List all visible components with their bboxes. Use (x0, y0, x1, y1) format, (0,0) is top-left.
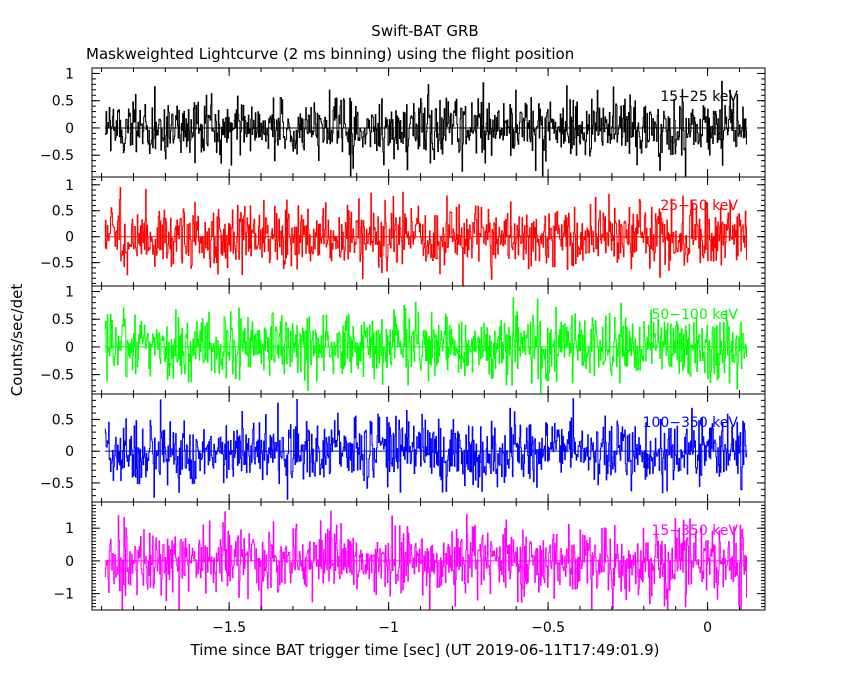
y-tick-label: 0.5 (52, 312, 74, 328)
panel-3: −0.5 0 0.5 1 50−100 keV (40, 285, 766, 395)
x-tick-label: 0 (703, 620, 712, 636)
band-label: 100−350 keV (643, 415, 739, 431)
y-tick-label: 1 (65, 178, 74, 194)
y-tick-label: 0 (65, 340, 74, 356)
series-15-25-kev (104, 80, 748, 177)
series-100-350-kev (104, 398, 748, 500)
band-label: 15−25 keV (660, 89, 738, 105)
y-tick-label: 1 (65, 521, 74, 537)
y-tick-label: 0.5 (52, 94, 74, 110)
chart-subtitle: Maskweighted Lightcurve (2 ms binning) u… (86, 45, 574, 63)
x-tick-label: −1.5 (212, 620, 246, 636)
y-tick-label: −0.5 (40, 368, 74, 384)
x-axis-label: Time since BAT trigger time [sec] (UT 20… (190, 641, 660, 659)
y-tick-label: 1 (65, 285, 74, 301)
y-tick-label: 0.5 (52, 204, 74, 220)
y-tick-label: 1 (65, 66, 74, 82)
x-tick-label: −1 (378, 620, 399, 636)
y-tick-label: 0 (65, 554, 74, 570)
y-tick-label: 0.5 (52, 412, 74, 428)
series-15-350-kev (104, 510, 748, 610)
panel-5: −1 0 1 15−350 keV (53, 501, 766, 611)
y-tick-label: 0 (65, 121, 74, 137)
band-label: 15−350 keV (651, 523, 738, 539)
y-tick-label: −0.5 (40, 476, 74, 492)
y-tick-label: −0.5 (40, 256, 74, 272)
x-tick-label: −0.5 (531, 620, 565, 636)
y-tick-label: 0 (65, 230, 74, 246)
y-axis-label: Counts/sec/det (8, 284, 26, 397)
y-tick-label: 0 (65, 444, 74, 460)
y-tick-label: −0.5 (40, 148, 74, 164)
panel-frame (91, 501, 766, 611)
band-label: 25−50 keV (660, 198, 738, 214)
panel-4: −0.5 0 0.5 100−350 keV (40, 393, 766, 503)
panel-1: −0.5 0 0.5 1 15−25 keV (40, 66, 766, 178)
y-tick-label: −1 (53, 587, 74, 603)
panel-2: −0.5 0 0.5 1 25−50 keV (40, 176, 766, 287)
series-50-100-kev (104, 297, 748, 394)
series-25-50-kev (104, 187, 748, 286)
band-label: 50−100 keV (651, 307, 738, 323)
chart-title: Swift-BAT GRB (371, 22, 478, 40)
